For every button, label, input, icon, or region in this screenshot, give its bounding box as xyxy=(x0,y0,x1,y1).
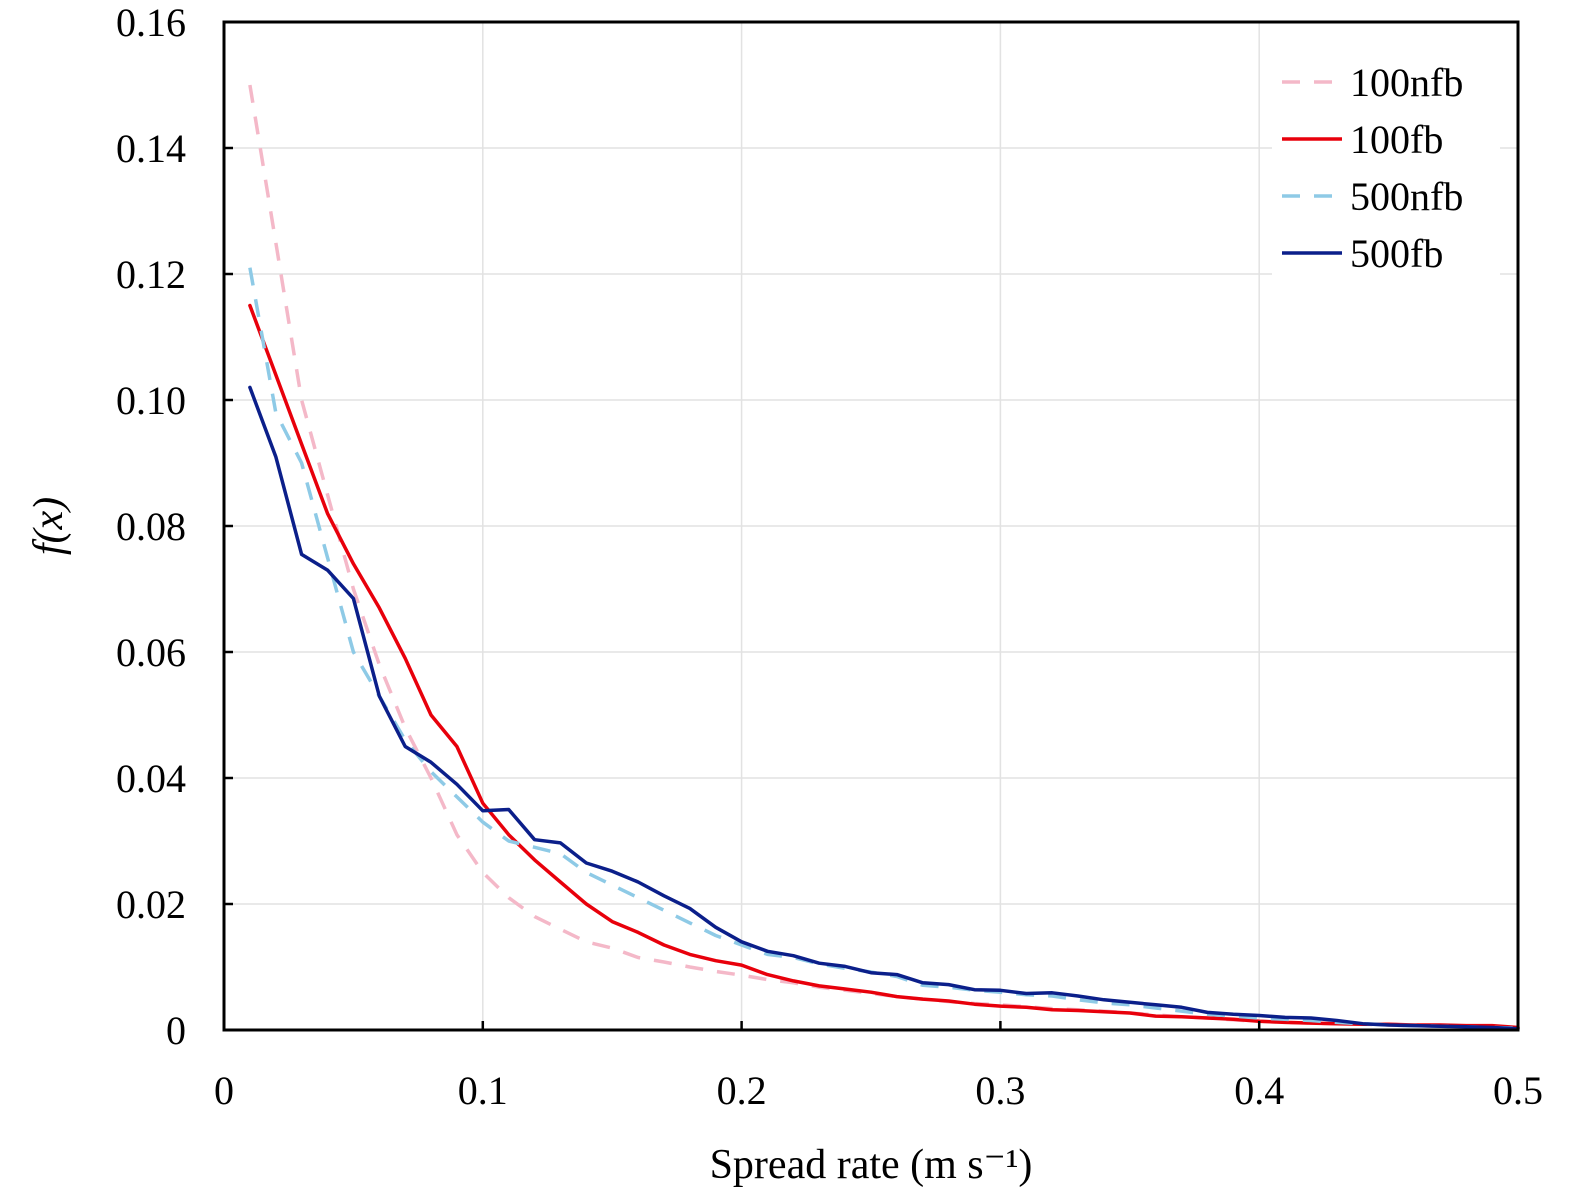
x-tick-label: 0.2 xyxy=(717,1068,767,1113)
series-line-100fb xyxy=(248,303,1520,1030)
x-tick-label: 0.4 xyxy=(1234,1068,1284,1113)
y-tick-label: 0.10 xyxy=(116,378,186,423)
y-axis-title: f(x) xyxy=(26,497,72,555)
y-axis-ticks: 0 0.02 0.04 0.06 0.08 0.10 0.12 0.14 0.16 xyxy=(116,0,233,1053)
x-tick-label: 0.3 xyxy=(975,1068,1025,1113)
series-line-500nfb xyxy=(248,267,1519,1030)
x-tick-label: 0.5 xyxy=(1493,1068,1543,1113)
x-tick-label: 0.1 xyxy=(458,1068,508,1113)
series-line-500fb xyxy=(248,385,1520,1031)
x-axis-ticks: 0 0.1 0.2 0.3 0.4 0.5 xyxy=(214,1021,1543,1113)
legend-background xyxy=(1272,48,1500,276)
legend-label-500nfb: 500nfb xyxy=(1350,174,1463,219)
y-tick-label: 0.06 xyxy=(116,630,186,675)
y-tick-label: 0.04 xyxy=(116,756,186,801)
y-tick-label: 0 xyxy=(166,1008,186,1053)
legend-label-100nfb: 100nfb xyxy=(1350,60,1463,105)
y-tick-label: 0.08 xyxy=(116,504,186,549)
y-tick-label: 0.14 xyxy=(116,126,186,171)
y-tick-label: 0.12 xyxy=(116,252,186,297)
x-tick-label: 0 xyxy=(214,1068,234,1113)
legend-label-500fb: 500fb xyxy=(1350,231,1443,276)
legend: 100nfb 100fb 500nfb 500fb xyxy=(1272,48,1500,276)
x-axis-title: Spread rate (m s⁻¹) xyxy=(710,1142,1033,1188)
legend-label-100fb: 100fb xyxy=(1350,117,1443,162)
y-tick-label: 0.16 xyxy=(116,0,186,45)
series-layer xyxy=(248,84,1520,1031)
y-tick-label: 0.02 xyxy=(116,882,186,927)
